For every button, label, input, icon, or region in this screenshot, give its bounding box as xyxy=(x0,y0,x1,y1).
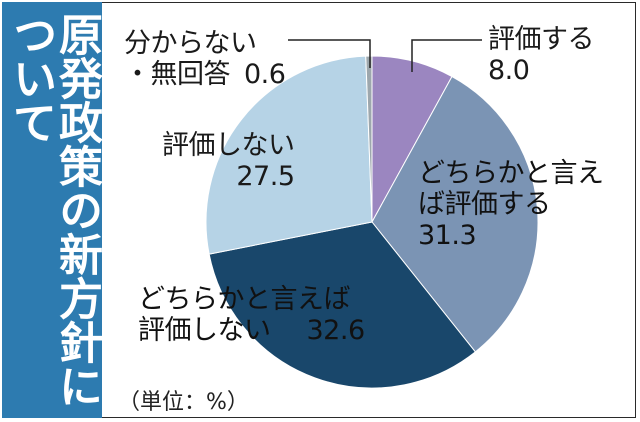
label-unknown-value: 0.6 xyxy=(244,59,286,90)
label-eval: 評価する 8.0 xyxy=(488,24,595,86)
slice-unknown xyxy=(365,55,373,223)
label-rather-not: どちらかと言えば 評価しない 32.6 xyxy=(138,284,365,346)
label-eval-value: 8.0 xyxy=(488,55,530,86)
slice-not-eval xyxy=(205,55,373,255)
label-eval-name: 評価する xyxy=(488,24,595,55)
label-not-eval: 評価しない 27.5 xyxy=(162,130,295,192)
label-rather-eval-name-2: ば評価する xyxy=(418,189,551,220)
label-rather-eval-name-1: どちらかと言え xyxy=(418,158,604,189)
label-rather-not-name-2: 評価しない xyxy=(138,315,271,346)
label-rather-eval-value: 31.3 xyxy=(418,220,477,251)
label-unknown-name-1: 分からない xyxy=(124,28,257,59)
label-rather-not-name-1: どちらかと言えば xyxy=(138,284,350,315)
title-bar: 原発政策の新方針に ついて xyxy=(2,2,102,418)
label-rather-eval: どちらかと言え ば評価する 31.3 xyxy=(418,158,604,251)
leader-line-eval xyxy=(411,39,482,72)
title-line-1: 原発政策の新方針に xyxy=(51,12,102,408)
slice-rather-not xyxy=(208,221,477,389)
label-unknown: 分からない ・無回答 0.6 xyxy=(124,28,286,90)
label-not-eval-value: 27.5 xyxy=(236,161,295,192)
slice-rather-eval xyxy=(371,75,539,353)
label-not-eval-name: 評価しない xyxy=(162,130,295,161)
title-line-2: ついて xyxy=(5,12,56,144)
label-rather-not-value: 32.6 xyxy=(306,315,366,346)
leader-line-unknown xyxy=(288,39,371,68)
label-unknown-name-2: ・無回答 xyxy=(124,59,231,90)
unit-note: （単位：%） xyxy=(118,390,249,415)
